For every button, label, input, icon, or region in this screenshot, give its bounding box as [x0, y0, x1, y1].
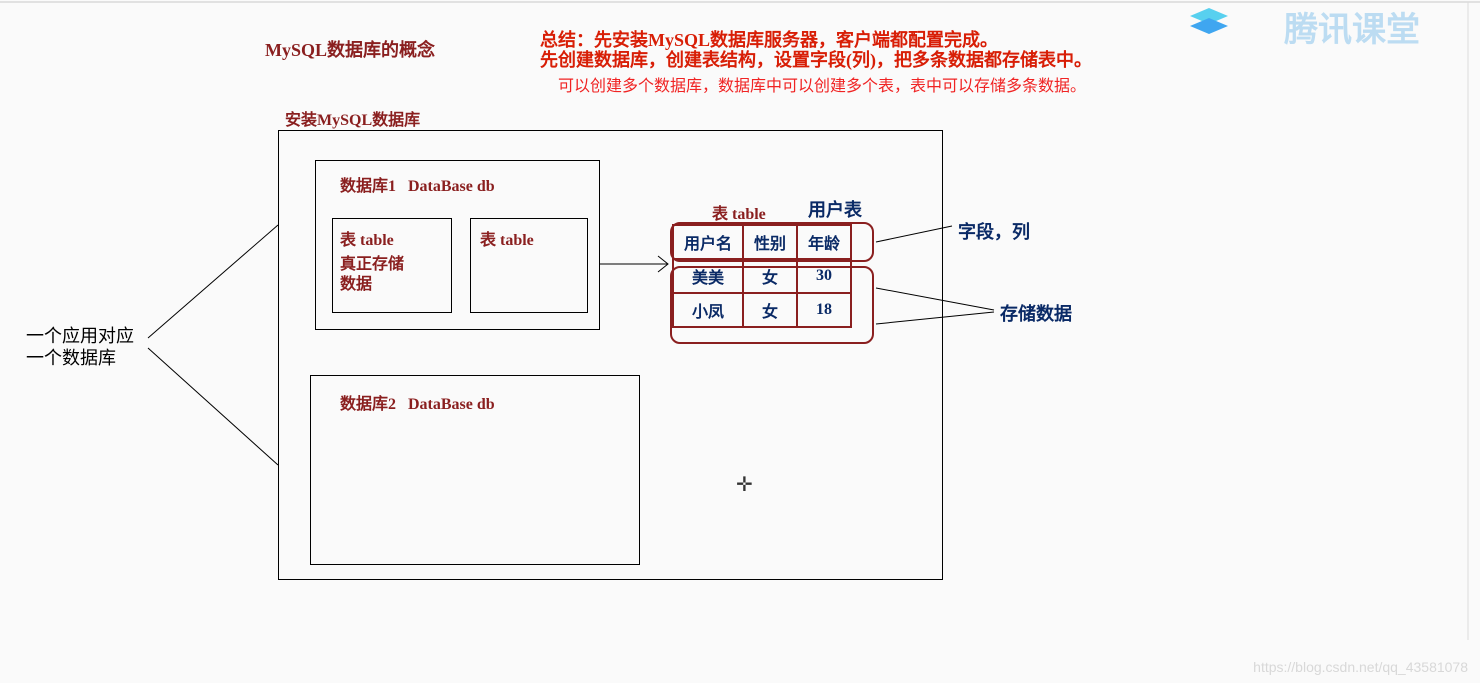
table-header: 用户名 — [673, 225, 743, 259]
db2-title: 数据库2 DataBase db — [340, 390, 495, 414]
table-cell: 女 — [743, 259, 797, 293]
table-caption-right: 用户表 — [808, 196, 862, 222]
table-caption-left: 表 table — [712, 200, 766, 224]
left-note-l2: 一个数据库 — [26, 344, 116, 370]
user-table: 用户名 性别 年龄 美美 女 30 小凤 女 18 — [672, 224, 852, 328]
summary-line3: 可以创建多个数据库，数据库中可以创建多个表，表中可以存储多条数据。 — [558, 72, 1086, 96]
table-cell: 美美 — [673, 259, 743, 293]
outer-box-label: 安装MySQL数据库 — [285, 106, 420, 130]
db1-title: 数据库1 DataBase db — [340, 172, 495, 196]
db1-table1-l1: 表 table — [340, 226, 394, 250]
brand-logo-icon — [1188, 6, 1230, 42]
watermark-text: https://blog.csdn.net/qq_43581078 — [1253, 659, 1468, 675]
cursor-crosshair-icon: ✛ — [736, 472, 753, 497]
annot-fields: 字段，列 — [958, 218, 1030, 244]
brand-logo-text: 腾讯课堂 — [1284, 2, 1420, 51]
db1-table2-text: 表 table — [480, 226, 534, 250]
table-header: 年龄 — [797, 225, 851, 259]
table-cell: 18 — [797, 293, 851, 327]
table-row: 小凤 女 18 — [673, 293, 851, 327]
db1-table1-l3: 数据 — [340, 270, 372, 294]
summary-line2: 先创建数据库，创建表结构，设置字段(列)，把多条数据都存储表中。 — [540, 46, 1092, 72]
diagram-canvas: MySQL数据库的概念 总结：先安装MySQL数据库服务器，客户端都配置完成。 … — [0, 0, 1480, 683]
table-cell: 小凤 — [673, 293, 743, 327]
annot-data: 存储数据 — [1000, 300, 1072, 326]
title-text: MySQL数据库的概念 — [265, 36, 435, 62]
table-header: 性别 — [743, 225, 797, 259]
table-row: 美美 女 30 — [673, 259, 851, 293]
table-cell: 女 — [743, 293, 797, 327]
table-cell: 30 — [797, 259, 851, 293]
table-row: 用户名 性别 年龄 — [673, 225, 851, 259]
